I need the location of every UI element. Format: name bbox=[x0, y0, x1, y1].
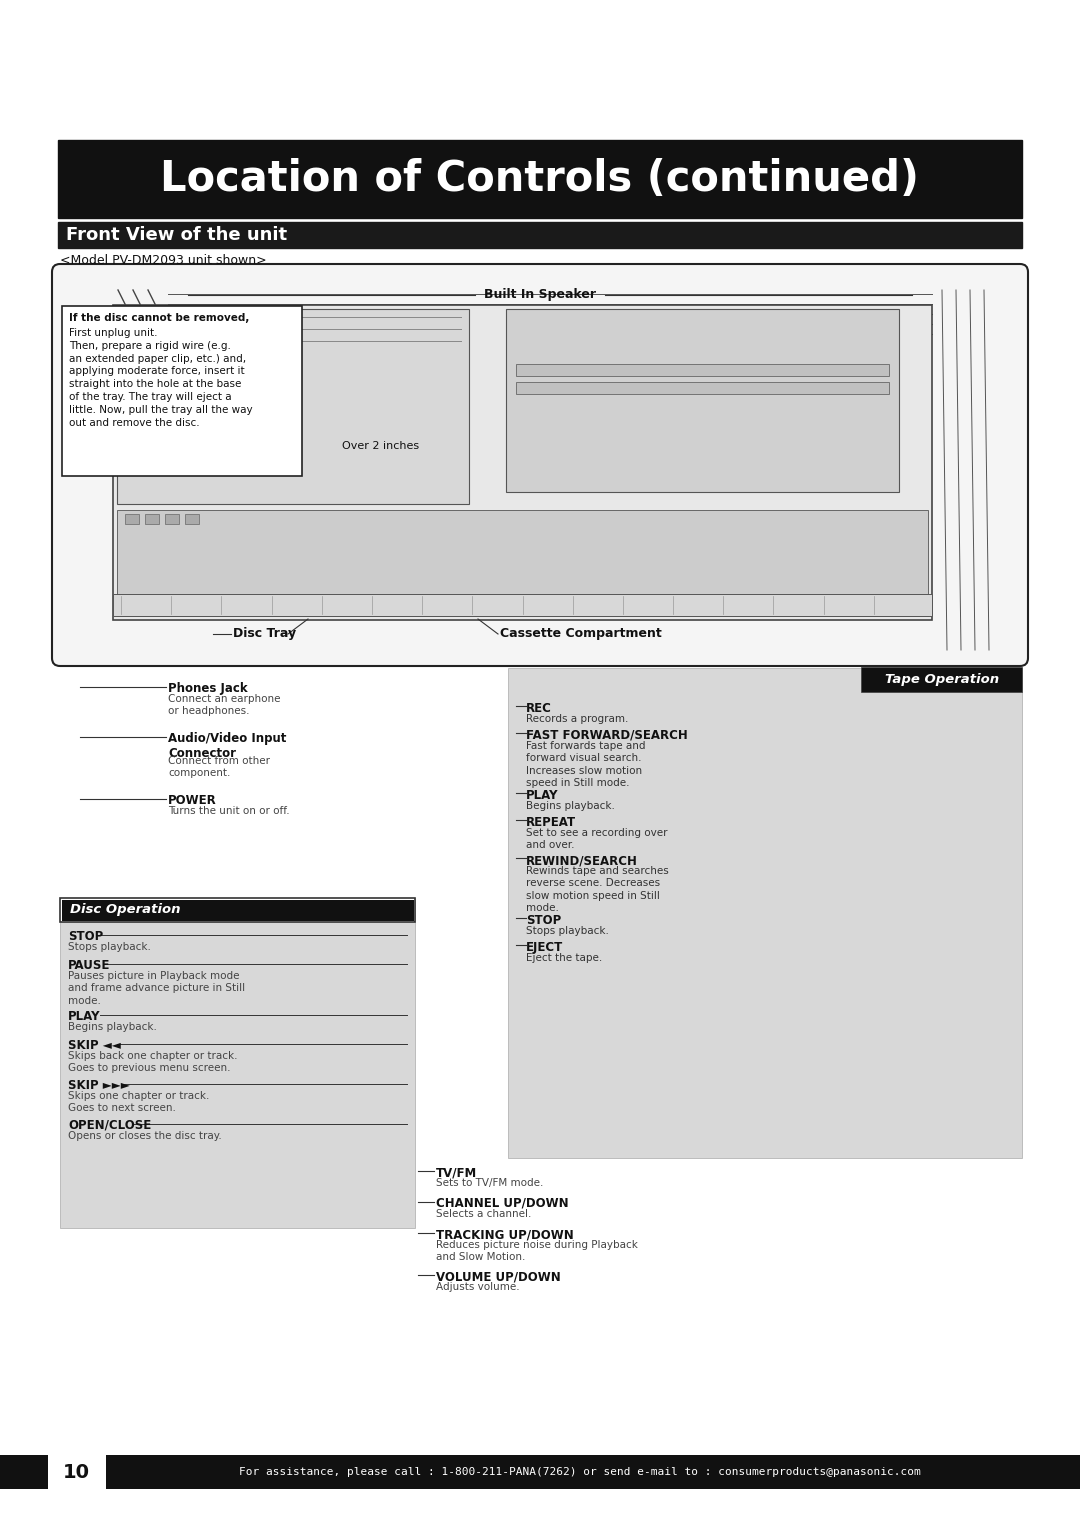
Text: Stops playback.: Stops playback. bbox=[526, 926, 609, 937]
Bar bbox=[62, 900, 414, 920]
Bar bbox=[516, 382, 889, 394]
Text: Disc Tray: Disc Tray bbox=[233, 628, 296, 640]
Text: Stops playback.: Stops playback. bbox=[68, 941, 151, 952]
Text: STOP: STOP bbox=[526, 914, 562, 927]
Bar bbox=[145, 513, 159, 524]
Text: Front View of the unit: Front View of the unit bbox=[66, 226, 287, 244]
Bar bbox=[862, 668, 1022, 692]
Text: Connect an earphone
or headphones.: Connect an earphone or headphones. bbox=[168, 694, 281, 717]
Text: Adjusts volume.: Adjusts volume. bbox=[436, 1282, 519, 1293]
Text: TV/FM: TV/FM bbox=[436, 1166, 477, 1180]
Bar bbox=[60, 898, 415, 1229]
Bar bbox=[508, 668, 1022, 1158]
Bar bbox=[60, 898, 415, 921]
Bar bbox=[185, 513, 199, 524]
Text: Over 2 inches: Over 2 inches bbox=[342, 442, 419, 451]
Text: If the disc cannot be removed,: If the disc cannot be removed, bbox=[69, 313, 249, 322]
Text: Records a program.: Records a program. bbox=[526, 714, 629, 724]
Text: Phones Jack: Phones Jack bbox=[168, 681, 247, 695]
Bar bbox=[516, 364, 889, 376]
FancyBboxPatch shape bbox=[52, 264, 1028, 666]
Text: Begins playback.: Begins playback. bbox=[68, 1022, 157, 1031]
Text: REC: REC bbox=[526, 701, 552, 715]
Text: First unplug unit.
Then, prepare a rigid wire (e.g.
an extended paper clip, etc.: First unplug unit. Then, prepare a rigid… bbox=[69, 329, 253, 428]
Text: Selects a channel.: Selects a channel. bbox=[436, 1209, 531, 1219]
Text: Fast forwards tape and
forward visual search.
Increases slow motion
speed in Sti: Fast forwards tape and forward visual se… bbox=[526, 741, 646, 788]
Bar bbox=[58, 141, 1022, 219]
Text: SKIP ►►►: SKIP ►►► bbox=[68, 1079, 130, 1093]
Text: Rewinds tape and searches
reverse scene. Decreases
slow motion speed in Still
mo: Rewinds tape and searches reverse scene.… bbox=[526, 866, 669, 914]
Text: REWIND/SEARCH: REWIND/SEARCH bbox=[526, 854, 638, 866]
Text: Begins playback.: Begins playback. bbox=[526, 801, 615, 811]
Text: PLAY: PLAY bbox=[68, 1010, 100, 1024]
Text: Eject the tape.: Eject the tape. bbox=[526, 953, 603, 963]
Text: Tape Operation: Tape Operation bbox=[885, 674, 999, 686]
Text: Pauses picture in Playback mode
and frame advance picture in Still
mode.: Pauses picture in Playback mode and fram… bbox=[68, 970, 245, 1005]
Text: PAUSE: PAUSE bbox=[68, 960, 110, 972]
Text: 10: 10 bbox=[63, 1462, 90, 1482]
Text: POWER: POWER bbox=[168, 795, 217, 807]
Bar bbox=[0, 1455, 1080, 1488]
Text: Location of Controls (continued): Location of Controls (continued) bbox=[161, 157, 919, 200]
Text: REPEAT: REPEAT bbox=[526, 816, 576, 830]
Text: <Model PV-DM2093 unit shown>: <Model PV-DM2093 unit shown> bbox=[60, 254, 267, 267]
Text: Sets to TV/FM mode.: Sets to TV/FM mode. bbox=[436, 1178, 543, 1187]
Text: PLAY: PLAY bbox=[526, 788, 558, 802]
Text: STOP: STOP bbox=[68, 931, 104, 943]
Text: FAST FORWARD/SEARCH: FAST FORWARD/SEARCH bbox=[526, 729, 688, 743]
Text: Audio/Video Input
Connector: Audio/Video Input Connector bbox=[168, 732, 286, 759]
Text: Connect from other
component.: Connect from other component. bbox=[168, 756, 270, 778]
Bar bbox=[862, 668, 1022, 692]
Bar bbox=[58, 222, 1022, 248]
Text: Reduces picture noise during Playback
and Slow Motion.: Reduces picture noise during Playback an… bbox=[436, 1241, 638, 1262]
Text: EJECT: EJECT bbox=[526, 941, 564, 953]
Bar bbox=[507, 309, 900, 492]
Text: Skips one chapter or track.
Goes to next screen.: Skips one chapter or track. Goes to next… bbox=[68, 1091, 210, 1114]
Text: OPEN/CLOSE: OPEN/CLOSE bbox=[68, 1118, 151, 1132]
Bar bbox=[62, 306, 302, 477]
Text: SKIP ◄◄: SKIP ◄◄ bbox=[68, 1039, 121, 1051]
Text: Turns the unit on or off.: Turns the unit on or off. bbox=[168, 805, 289, 816]
Text: VOLUME UP/DOWN: VOLUME UP/DOWN bbox=[436, 1270, 561, 1284]
Bar bbox=[165, 513, 179, 524]
Bar bbox=[113, 306, 932, 620]
Text: Built In Speaker: Built In Speaker bbox=[484, 287, 596, 301]
Text: TRACKING UP/DOWN: TRACKING UP/DOWN bbox=[436, 1229, 573, 1241]
Text: CHANNEL UP/DOWN: CHANNEL UP/DOWN bbox=[436, 1196, 569, 1210]
Text: Skips back one chapter or track.
Goes to previous menu screen.: Skips back one chapter or track. Goes to… bbox=[68, 1051, 238, 1073]
Text: Set to see a recording over
and over.: Set to see a recording over and over. bbox=[526, 828, 667, 851]
Bar bbox=[117, 309, 469, 504]
Text: Opens or closes the disc tray.: Opens or closes the disc tray. bbox=[68, 1131, 221, 1141]
Text: For assistance, please call : 1-800-211-PANA(7262) or send e-mail to : consumerp: For assistance, please call : 1-800-211-… bbox=[239, 1467, 921, 1478]
Bar bbox=[113, 594, 932, 616]
Text: Cassette Compartment: Cassette Compartment bbox=[500, 628, 662, 640]
Bar bbox=[117, 510, 928, 616]
Bar bbox=[864, 669, 1021, 691]
Bar bbox=[125, 513, 139, 524]
Bar bbox=[48, 1455, 106, 1488]
Text: Disc Operation: Disc Operation bbox=[70, 903, 180, 917]
